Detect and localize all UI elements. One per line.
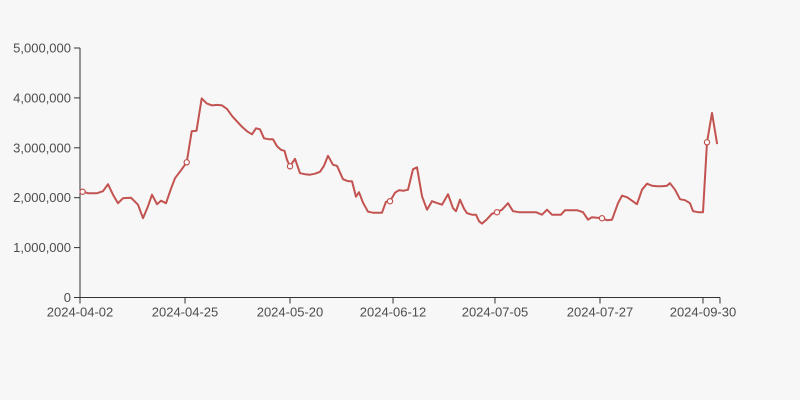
y-axis-label: 1,000,000 — [13, 240, 71, 255]
x-axis-label: 2024-07-05 — [462, 305, 529, 320]
data-point-marker — [286, 163, 294, 170]
data-point-marker — [703, 139, 711, 146]
y-axis-label: 4,000,000 — [13, 90, 71, 105]
x-axis-label: 2024-05-20 — [257, 305, 324, 320]
y-axis-label: 0 — [64, 290, 71, 305]
x-axis-label: 2024-07-27 — [567, 305, 634, 320]
data-point-marker — [598, 214, 606, 222]
data-point-marker — [183, 159, 190, 166]
y-axis-label: 5,000,000 — [13, 41, 71, 56]
data-point-marker — [386, 197, 394, 205]
x-axis-label: 2024-06-12 — [360, 305, 427, 320]
x-axis-label: 2024-04-02 — [47, 305, 114, 320]
x-axis-label: 2024-09-30 — [670, 305, 737, 320]
data-point-marker — [493, 208, 501, 216]
x-axis-label: 2024-04-25 — [152, 305, 219, 320]
data-point-marker — [79, 188, 86, 195]
series-line — [81, 97, 718, 225]
y-axis-label: 2,000,000 — [13, 190, 71, 205]
y-axis-label: 3,000,000 — [13, 140, 71, 155]
